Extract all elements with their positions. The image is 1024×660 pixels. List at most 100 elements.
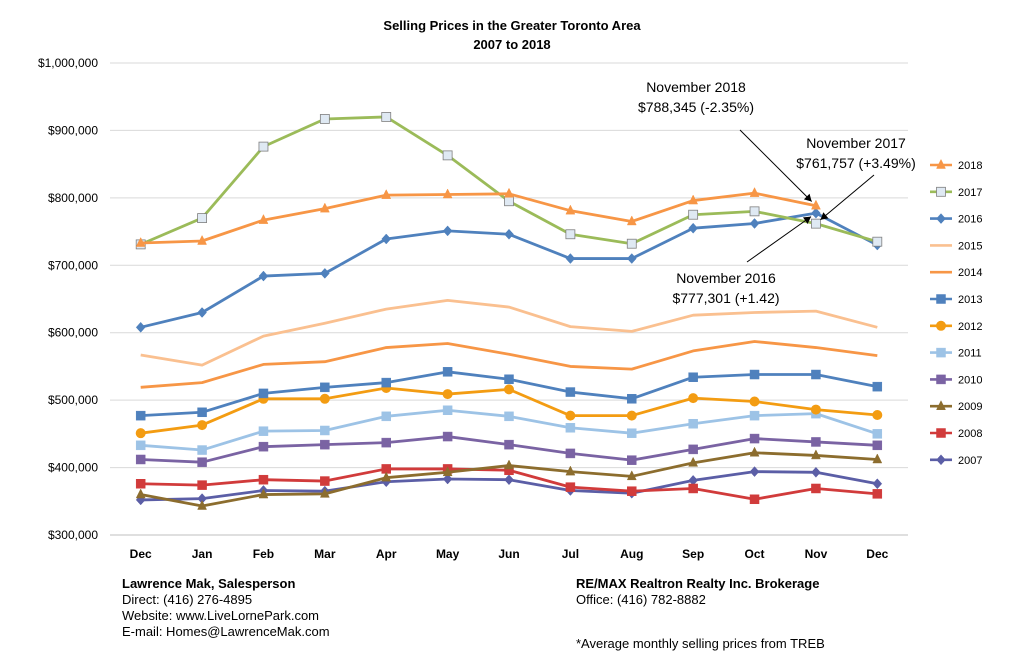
data-point: [135, 454, 146, 465]
legend-entry-2017: 2017: [930, 187, 982, 199]
data-point: [565, 253, 576, 264]
data-point: [565, 423, 576, 433]
y-tick-label: $700,000: [48, 258, 98, 272]
data-point: [749, 187, 760, 197]
data-point: [442, 225, 453, 237]
series-line-2018: [140, 191, 817, 245]
data-point: [688, 418, 698, 429]
data-point: [442, 188, 453, 199]
annotation-value: $761,757 (+3.49%): [796, 155, 915, 171]
data-point: [258, 270, 269, 282]
data-point: [749, 218, 760, 229]
legend-swatch-marker: [936, 454, 946, 466]
data-point: [135, 321, 146, 333]
data-point: [749, 494, 760, 505]
data-point: [872, 453, 883, 464]
data-point: [504, 187, 514, 198]
x-tick-label: Feb: [253, 547, 274, 561]
data-point: [811, 369, 821, 380]
x-tick-label: Jan: [192, 547, 213, 561]
legend: 2018 2017 2016 2015 2014 2013 2012 2011 2010 2009…: [930, 158, 982, 467]
legend-entry-2013: 2013: [930, 294, 982, 306]
data-point: [626, 253, 637, 264]
data-point: [442, 150, 453, 161]
legend-swatch-marker: [936, 294, 946, 304]
legend-entry-2008: 2008: [930, 428, 982, 440]
data-point: [381, 437, 391, 448]
series-line-2015: [140, 298, 878, 367]
legend-label: 2015: [958, 240, 982, 252]
data-point: [381, 471, 392, 482]
brokerage-name: RE/MAX Realtron Realty Inc. Brokerage: [576, 576, 820, 591]
data-point: [197, 234, 207, 245]
y-tick-label: $500,000: [48, 393, 98, 407]
legend-label: 2017: [958, 187, 982, 199]
series-line-2014: [140, 340, 878, 389]
annotation-arrowhead: [803, 193, 812, 202]
data-point: [442, 367, 453, 377]
data-point: [565, 482, 576, 492]
legend-label: 2009: [958, 401, 982, 413]
legend-label: 2014: [958, 267, 982, 279]
data-point: [504, 459, 514, 470]
brokerage-phone: Office: (416) 782-8882: [576, 592, 706, 607]
data-point: [442, 473, 453, 485]
data-point: [381, 112, 392, 122]
series-2015: [140, 298, 878, 367]
data-point: [565, 204, 576, 215]
data-point: [565, 229, 576, 240]
data-point: [749, 369, 760, 380]
x-tick-label: Dec: [130, 547, 152, 561]
x-tick-label: Apr: [376, 547, 397, 561]
data-point: [565, 465, 576, 476]
data-point: [197, 457, 207, 467]
data-point: [811, 437, 821, 447]
series-2014: [140, 340, 878, 389]
annotation-value: $788,345 (-2.35%): [638, 99, 754, 115]
data-point: [258, 388, 269, 399]
data-point: [197, 445, 207, 455]
data-point: [504, 411, 514, 422]
data-point: [197, 480, 207, 490]
data-point: [688, 483, 698, 494]
legend-entry-2009: 2009: [930, 400, 982, 413]
data-point: [872, 489, 883, 499]
data-point: [258, 441, 269, 452]
data-point: [504, 228, 514, 240]
legend-entry-2018: 2018: [930, 158, 982, 172]
data-point: [811, 218, 821, 229]
series-2009: [135, 446, 883, 510]
series-2018: [135, 187, 821, 247]
y-tick-label: $800,000: [48, 191, 98, 205]
data-point: [320, 425, 330, 436]
x-tick-label: Aug: [620, 547, 643, 561]
data-point: [749, 410, 760, 421]
data-point: [627, 455, 637, 465]
data-point: [811, 207, 821, 219]
data-point: [688, 194, 699, 205]
x-tick-label: Mar: [314, 547, 336, 561]
data-point: [504, 439, 514, 450]
annotation-title: November 2017: [806, 135, 906, 151]
legend-swatch-marker: [936, 320, 946, 331]
data-point: [381, 233, 392, 245]
data-point: [135, 428, 146, 439]
data-point: [749, 466, 760, 477]
annotation-value: $777,301 (+1.42): [672, 290, 779, 306]
y-tick-label: $400,000: [48, 461, 98, 475]
data-point: [626, 470, 637, 481]
data-point: [135, 479, 146, 489]
data-point: [872, 381, 883, 392]
data-point: [320, 382, 330, 393]
data-point: [442, 431, 453, 442]
x-tick-label: Jun: [498, 547, 519, 561]
legend-entry-2011: 2011: [930, 348, 982, 360]
legend-swatch-marker: [936, 347, 946, 358]
legend-label: 2012: [958, 321, 982, 333]
data-point: [811, 449, 821, 460]
x-tick-label: Jul: [562, 547, 579, 561]
annotations: November 2018 $788,345 (-2.35%) November 2…: [638, 79, 916, 306]
legend-entry-2007: 2007: [930, 454, 982, 467]
data-point: [319, 202, 330, 213]
data-point: [319, 487, 330, 498]
